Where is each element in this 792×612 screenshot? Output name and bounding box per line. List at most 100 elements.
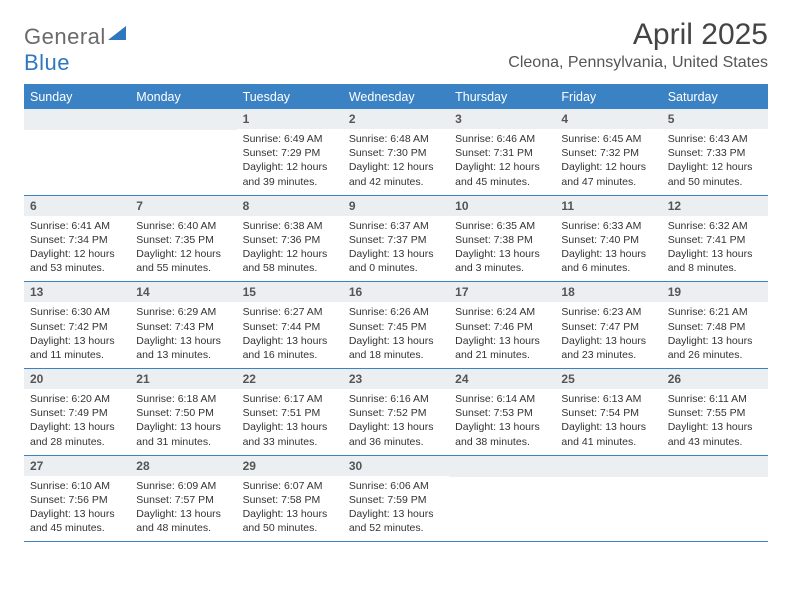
day-cell — [24, 109, 130, 195]
sunrise-text: Sunrise: 6:10 AM — [30, 479, 124, 493]
sunrise-text: Sunrise: 6:30 AM — [30, 305, 124, 319]
sunrise-text: Sunrise: 6:49 AM — [243, 132, 337, 146]
sunrise-text: Sunrise: 6:45 AM — [561, 132, 655, 146]
day-body: Sunrise: 6:48 AMSunset: 7:30 PMDaylight:… — [343, 129, 449, 195]
sunset-text: Sunset: 7:42 PM — [30, 320, 124, 334]
daylight-text: Daylight: 13 hours and 36 minutes. — [349, 420, 443, 448]
day-body: Sunrise: 6:18 AMSunset: 7:50 PMDaylight:… — [130, 389, 236, 455]
logo-word-blue: Blue — [24, 50, 70, 75]
day-number: 1 — [237, 109, 343, 129]
day-number: 22 — [237, 369, 343, 389]
day-cell: 22Sunrise: 6:17 AMSunset: 7:51 PMDayligh… — [237, 369, 343, 455]
dow-saturday: Saturday — [662, 86, 768, 109]
day-number: 28 — [130, 456, 236, 476]
day-body: Sunrise: 6:35 AMSunset: 7:38 PMDaylight:… — [449, 216, 555, 282]
week-row: 27Sunrise: 6:10 AMSunset: 7:56 PMDayligh… — [24, 456, 768, 543]
sunset-text: Sunset: 7:30 PM — [349, 146, 443, 160]
sunrise-text: Sunrise: 6:40 AM — [136, 219, 230, 233]
day-number: 20 — [24, 369, 130, 389]
day-cell: 8Sunrise: 6:38 AMSunset: 7:36 PMDaylight… — [237, 196, 343, 282]
dow-thursday: Thursday — [449, 86, 555, 109]
daylight-text: Daylight: 13 hours and 23 minutes. — [561, 334, 655, 362]
day-cell: 23Sunrise: 6:16 AMSunset: 7:52 PMDayligh… — [343, 369, 449, 455]
day-number: 3 — [449, 109, 555, 129]
sunrise-text: Sunrise: 6:14 AM — [455, 392, 549, 406]
location: Cleona, Pennsylvania, United States — [508, 54, 768, 72]
day-cell — [449, 456, 555, 542]
sunset-text: Sunset: 7:59 PM — [349, 493, 443, 507]
day-body: Sunrise: 6:37 AMSunset: 7:37 PMDaylight:… — [343, 216, 449, 282]
week-row: 20Sunrise: 6:20 AMSunset: 7:49 PMDayligh… — [24, 369, 768, 456]
dow-tuesday: Tuesday — [237, 86, 343, 109]
daylight-text: Daylight: 13 hours and 0 minutes. — [349, 247, 443, 275]
daylight-text: Daylight: 13 hours and 28 minutes. — [30, 420, 124, 448]
daylight-text: Daylight: 12 hours and 47 minutes. — [561, 160, 655, 188]
day-cell: 9Sunrise: 6:37 AMSunset: 7:37 PMDaylight… — [343, 196, 449, 282]
dow-friday: Friday — [555, 86, 661, 109]
day-body: Sunrise: 6:10 AMSunset: 7:56 PMDaylight:… — [24, 476, 130, 542]
day-body: Sunrise: 6:11 AMSunset: 7:55 PMDaylight:… — [662, 389, 768, 455]
day-number: 25 — [555, 369, 661, 389]
day-cell: 25Sunrise: 6:13 AMSunset: 7:54 PMDayligh… — [555, 369, 661, 455]
logo-word-general: General — [24, 24, 106, 49]
sunset-text: Sunset: 7:51 PM — [243, 406, 337, 420]
day-body: Sunrise: 6:46 AMSunset: 7:31 PMDaylight:… — [449, 129, 555, 195]
day-cell: 16Sunrise: 6:26 AMSunset: 7:45 PMDayligh… — [343, 282, 449, 368]
sunset-text: Sunset: 7:43 PM — [136, 320, 230, 334]
day-body: Sunrise: 6:17 AMSunset: 7:51 PMDaylight:… — [237, 389, 343, 455]
day-cell: 27Sunrise: 6:10 AMSunset: 7:56 PMDayligh… — [24, 456, 130, 542]
day-body: Sunrise: 6:27 AMSunset: 7:44 PMDaylight:… — [237, 302, 343, 368]
title-block: April 2025 Cleona, Pennsylvania, United … — [508, 18, 768, 72]
daylight-text: Daylight: 12 hours and 42 minutes. — [349, 160, 443, 188]
sunrise-text: Sunrise: 6:37 AM — [349, 219, 443, 233]
day-body: Sunrise: 6:33 AMSunset: 7:40 PMDaylight:… — [555, 216, 661, 282]
sunrise-text: Sunrise: 6:07 AM — [243, 479, 337, 493]
daylight-text: Daylight: 12 hours and 58 minutes. — [243, 247, 337, 275]
daylight-text: Daylight: 13 hours and 18 minutes. — [349, 334, 443, 362]
day-cell: 12Sunrise: 6:32 AMSunset: 7:41 PMDayligh… — [662, 196, 768, 282]
sunrise-text: Sunrise: 6:46 AM — [455, 132, 549, 146]
sunset-text: Sunset: 7:48 PM — [668, 320, 762, 334]
day-number: 8 — [237, 196, 343, 216]
sunset-text: Sunset: 7:54 PM — [561, 406, 655, 420]
day-number: 30 — [343, 456, 449, 476]
sunset-text: Sunset: 7:38 PM — [455, 233, 549, 247]
dow-monday: Monday — [130, 86, 236, 109]
day-number — [24, 109, 130, 130]
day-number: 4 — [555, 109, 661, 129]
day-body: Sunrise: 6:07 AMSunset: 7:58 PMDaylight:… — [237, 476, 343, 542]
day-number: 13 — [24, 282, 130, 302]
day-body: Sunrise: 6:26 AMSunset: 7:45 PMDaylight:… — [343, 302, 449, 368]
day-number: 15 — [237, 282, 343, 302]
day-body: Sunrise: 6:43 AMSunset: 7:33 PMDaylight:… — [662, 129, 768, 195]
day-number — [662, 456, 768, 477]
day-number: 18 — [555, 282, 661, 302]
logo: General Blue — [24, 24, 126, 76]
sunset-text: Sunset: 7:53 PM — [455, 406, 549, 420]
day-number: 17 — [449, 282, 555, 302]
day-cell: 6Sunrise: 6:41 AMSunset: 7:34 PMDaylight… — [24, 196, 130, 282]
sunset-text: Sunset: 7:35 PM — [136, 233, 230, 247]
day-number: 19 — [662, 282, 768, 302]
day-cell: 13 Sunrise: 6:30 AMSunset: 7:42 PMDayligh… — [24, 282, 130, 368]
day-number: 16 — [343, 282, 449, 302]
sunset-text: Sunset: 7:45 PM — [349, 320, 443, 334]
day-body: Sunrise: 6:24 AMSunset: 7:46 PMDaylight:… — [449, 302, 555, 368]
day-body: Sunrise: 6:20 AMSunset: 7:49 PMDaylight:… — [24, 389, 130, 455]
week-row: 6Sunrise: 6:41 AMSunset: 7:34 PMDaylight… — [24, 196, 768, 283]
day-body: Sunrise: 6:14 AMSunset: 7:53 PMDaylight:… — [449, 389, 555, 455]
daylight-text: Daylight: 13 hours and 11 minutes. — [30, 334, 124, 362]
daylight-text: Daylight: 13 hours and 43 minutes. — [668, 420, 762, 448]
sunset-text: Sunset: 7:32 PM — [561, 146, 655, 160]
day-cell: 20Sunrise: 6:20 AMSunset: 7:49 PMDayligh… — [24, 369, 130, 455]
daylight-text: Daylight: 13 hours and 8 minutes. — [668, 247, 762, 275]
daylight-text: Daylight: 13 hours and 6 minutes. — [561, 247, 655, 275]
day-body: Sunrise: 6:16 AMSunset: 7:52 PMDaylight:… — [343, 389, 449, 455]
day-body: Sunrise: 6:32 AMSunset: 7:41 PMDaylight:… — [662, 216, 768, 282]
dow-wednesday: Wednesday — [343, 86, 449, 109]
sunset-text: Sunset: 7:34 PM — [30, 233, 124, 247]
day-cell: 2Sunrise: 6:48 AMSunset: 7:30 PMDaylight… — [343, 109, 449, 195]
day-cell: 3Sunrise: 6:46 AMSunset: 7:31 PMDaylight… — [449, 109, 555, 195]
day-cell: 11Sunrise: 6:33 AMSunset: 7:40 PMDayligh… — [555, 196, 661, 282]
day-body: Sunrise: 6:41 AMSunset: 7:34 PMDaylight:… — [24, 216, 130, 282]
